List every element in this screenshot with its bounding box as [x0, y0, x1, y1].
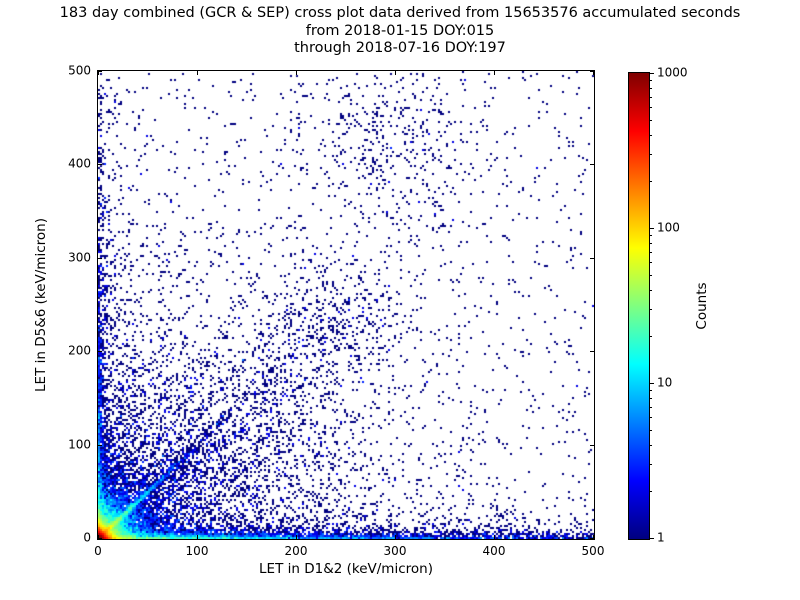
x-tick: [98, 535, 99, 539]
colorbar-minor-tick: [650, 407, 652, 408]
colorbar-tick-label: 10: [657, 375, 673, 390]
x-tick: [593, 71, 594, 75]
title-line-3: through 2018-07-16 DOY:197: [294, 40, 506, 56]
y-tick-label: 400: [68, 156, 91, 171]
x-tick-label: 0: [94, 544, 102, 558]
y-tick: [98, 538, 102, 539]
title-line-1: 183 day combined (GCR & SEP) cross plot …: [59, 5, 741, 21]
x-tick: [593, 535, 594, 539]
y-tick: [590, 71, 594, 72]
colorbar-minor-tick: [650, 417, 652, 418]
colorbar-tick: [650, 73, 654, 74]
x-axis-label: LET in D1&2 (keV/micron): [259, 561, 433, 577]
colorbar-minor-tick: [650, 97, 652, 98]
colorbar-minor-tick: [650, 290, 652, 291]
y-tick-label: 500: [68, 63, 91, 78]
colorbar-minor-tick: [650, 243, 652, 244]
y-tick-label: 0: [83, 530, 91, 545]
y-tick: [590, 538, 594, 539]
x-tick-label: 300: [383, 544, 407, 558]
title-line-2: from 2018-01-15 DOY:015: [305, 22, 495, 39]
colorbar-minor-tick: [650, 154, 652, 155]
y-tick: [590, 258, 594, 259]
y-tick: [98, 351, 102, 352]
colorbar-gradient: [629, 73, 649, 539]
colorbar-minor-tick: [650, 235, 652, 236]
colorbar-minor-tick: [650, 445, 652, 446]
colorbar-tick: [650, 538, 654, 539]
y-tick: [590, 351, 594, 352]
colorbar-minor-tick: [650, 262, 652, 263]
x-tick: [395, 535, 396, 539]
x-tick: [296, 71, 297, 75]
x-tick: [197, 71, 198, 75]
colorbar-minor-tick: [650, 107, 652, 108]
x-tick: [494, 535, 495, 539]
colorbar-tick-label: 1: [657, 530, 665, 545]
x-tick-label: 500: [581, 544, 605, 558]
colorbar-minor-tick: [650, 464, 652, 465]
colorbar-minor-tick: [650, 390, 652, 391]
plot-area: [97, 70, 595, 540]
colorbar-minor-tick: [650, 309, 652, 310]
scatter-canvas: [98, 71, 594, 539]
colorbar-tick-label: 100: [657, 220, 680, 235]
x-tick: [98, 71, 99, 75]
y-tick-label: 300: [68, 250, 91, 265]
x-tick: [494, 71, 495, 75]
colorbar-minor-tick: [650, 430, 652, 431]
x-tick-label: 200: [284, 544, 308, 558]
y-tick-label: 200: [68, 343, 91, 358]
y-tick-label: 100: [68, 437, 91, 452]
colorbar-tick: [650, 383, 654, 384]
colorbar-minor-tick: [650, 252, 652, 253]
colorbar: [628, 72, 650, 540]
colorbar-minor-tick: [650, 181, 652, 182]
colorbar-minor-tick: [650, 398, 652, 399]
colorbar-tick-label: 1000: [657, 65, 688, 80]
chart-title: 183 day combined (GCR & SEP) cross plot …: [0, 5, 800, 58]
colorbar-minor-tick: [650, 120, 652, 121]
x-tick-label: 400: [482, 544, 506, 558]
colorbar-label: Counts: [694, 282, 710, 330]
colorbar-minor-tick: [650, 275, 652, 276]
colorbar-tick: [650, 228, 654, 229]
colorbar-minor-tick: [650, 80, 652, 81]
x-tick: [296, 535, 297, 539]
colorbar-minor-tick: [650, 88, 652, 89]
colorbar-minor-tick: [650, 491, 652, 492]
x-tick: [395, 71, 396, 75]
y-axis-label: LET in D5&6 (keV/micron): [33, 218, 49, 392]
y-tick: [98, 164, 102, 165]
y-tick: [98, 258, 102, 259]
colorbar-minor-tick: [650, 336, 652, 337]
x-tick-label: 100: [185, 544, 209, 558]
y-tick: [590, 445, 594, 446]
y-tick: [98, 71, 102, 72]
x-tick: [197, 535, 198, 539]
y-tick: [590, 164, 594, 165]
colorbar-minor-tick: [650, 135, 652, 136]
y-tick: [98, 445, 102, 446]
